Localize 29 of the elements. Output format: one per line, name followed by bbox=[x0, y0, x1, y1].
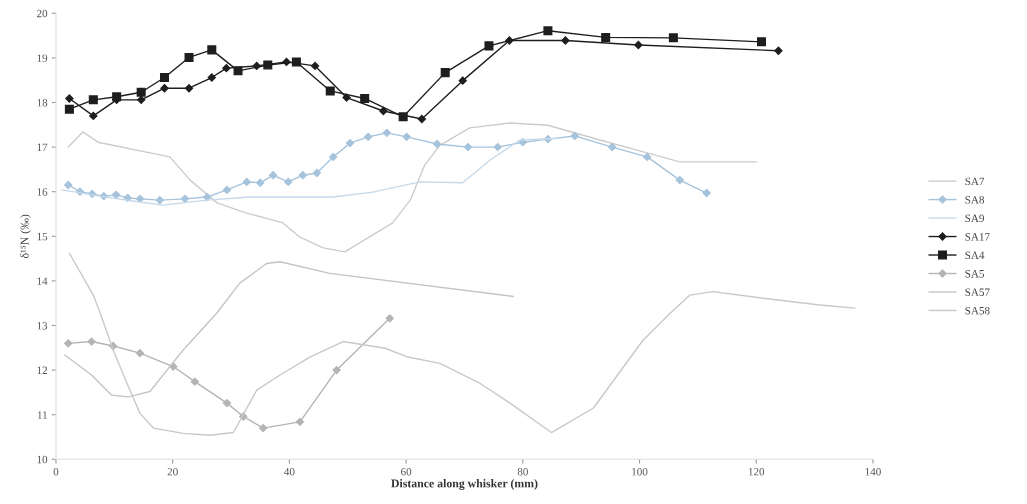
legend-label: SA5 bbox=[965, 270, 985, 278]
y-tick-label: 10 bbox=[37, 455, 48, 464]
y-tick-label: 16 bbox=[37, 188, 48, 196]
x-tick-label: 60 bbox=[401, 467, 412, 476]
y-tick-label: 19 bbox=[37, 54, 48, 62]
y-axis-title: δ¹⁵N (‰) bbox=[20, 214, 31, 259]
y-tick-label: 13 bbox=[37, 322, 48, 330]
legend-label: SA58 bbox=[965, 306, 990, 315]
x-tick-label: 100 bbox=[632, 467, 648, 476]
x-tick-label: 120 bbox=[748, 467, 765, 476]
legend-label: SA8 bbox=[965, 196, 985, 204]
legend-label: SA9 bbox=[965, 214, 985, 223]
legend-label: SA7 bbox=[965, 177, 985, 186]
x-tick-label: 80 bbox=[517, 467, 528, 476]
x-axis-title: Distance along whisker (mm) bbox=[391, 479, 538, 490]
y-tick-label: 14 bbox=[37, 277, 48, 285]
x-tick-label: 40 bbox=[284, 467, 295, 476]
legend-label: SA17 bbox=[965, 233, 990, 241]
y-tick-label: 17 bbox=[37, 143, 48, 151]
legend-label: SA4 bbox=[965, 251, 985, 260]
y-tick-label: 15 bbox=[37, 232, 48, 241]
x-tick-label: 140 bbox=[865, 467, 881, 476]
y-tick-label: 18 bbox=[37, 98, 48, 107]
y-tick-label: 12 bbox=[37, 366, 48, 374]
y-tick-label: 20 bbox=[37, 9, 48, 18]
legend-label: SA57 bbox=[965, 288, 990, 296]
y-tick-label: 11 bbox=[37, 411, 47, 419]
x-tick-label: 0 bbox=[53, 467, 59, 476]
x-tick-label: 20 bbox=[167, 467, 178, 476]
